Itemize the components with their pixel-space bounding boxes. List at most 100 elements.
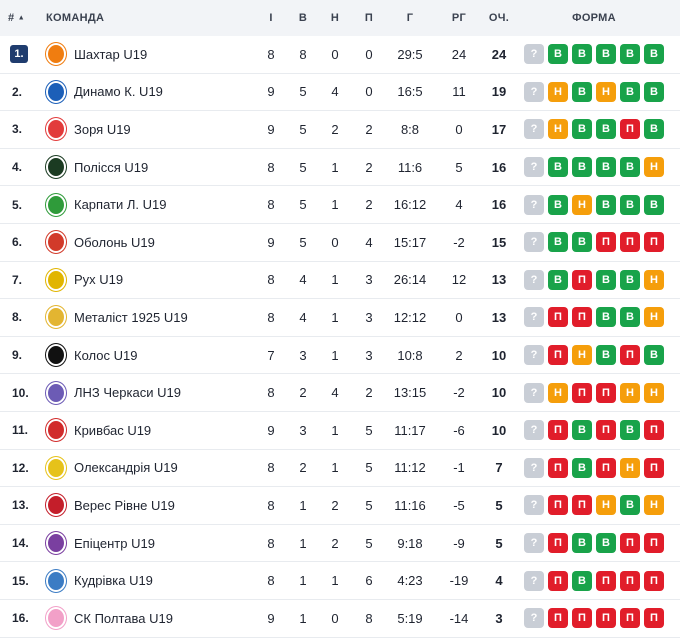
form-badge[interactable]: В bbox=[572, 81, 592, 102]
form-badge[interactable]: В bbox=[596, 44, 616, 65]
team-name-link[interactable]: Карпати Л. U19 bbox=[74, 197, 167, 213]
team-name-link[interactable]: СК Полтава U19 bbox=[74, 610, 173, 626]
rank-column-header[interactable]: # ▲ bbox=[8, 12, 26, 24]
form-badge[interactable]: П bbox=[596, 232, 616, 253]
form-badge[interactable]: Н bbox=[620, 382, 640, 403]
form-badge[interactable]: В bbox=[620, 81, 640, 102]
form-badge[interactable]: П bbox=[548, 457, 568, 478]
team-name-link[interactable]: Кривбас U19 bbox=[74, 422, 152, 438]
form-badge[interactable]: П bbox=[548, 570, 568, 591]
form-badge[interactable]: П bbox=[596, 457, 616, 478]
team-name-link[interactable]: Епіцентр U19 bbox=[74, 535, 155, 551]
table-row[interactable]: 16. СК Полтава U19 9 1 0 8 5:19 -14 3? П П П П П bbox=[0, 600, 680, 638]
table-row[interactable]: 15. Кудрівка U19 8 1 1 6 4:23 -19 4? П В П П П bbox=[0, 562, 680, 600]
next-match-badge[interactable]: ? bbox=[524, 44, 544, 65]
form-badge[interactable]: В bbox=[596, 307, 616, 328]
team-name-link[interactable]: Зоря U19 bbox=[74, 121, 131, 137]
form-badge[interactable]: В bbox=[620, 269, 640, 290]
form-badge[interactable]: Н bbox=[548, 382, 568, 403]
form-badge[interactable]: В bbox=[596, 119, 616, 140]
form-badge[interactable]: В bbox=[620, 307, 640, 328]
form-badge[interactable]: В bbox=[572, 119, 592, 140]
team-name-link[interactable]: Полісся U19 bbox=[74, 159, 149, 175]
form-badge[interactable]: П bbox=[644, 457, 664, 478]
form-badge[interactable]: В bbox=[572, 157, 592, 178]
form-badge[interactable]: В bbox=[596, 157, 616, 178]
form-badge[interactable]: В bbox=[572, 570, 592, 591]
table-row[interactable]: 13. Верес Рівне U19 8 1 2 5 11:16 -5 5? П П Н В Н bbox=[0, 487, 680, 525]
played-column-header[interactable]: І bbox=[269, 12, 273, 24]
team-name-link[interactable]: Рух U19 bbox=[74, 272, 124, 288]
form-badge[interactable]: П bbox=[596, 382, 616, 403]
form-badge[interactable]: В bbox=[548, 232, 568, 253]
form-badge[interactable]: П bbox=[572, 495, 592, 516]
form-badge[interactable]: Н bbox=[572, 194, 592, 215]
form-badge[interactable]: П bbox=[548, 307, 568, 328]
form-badge[interactable]: П bbox=[548, 533, 568, 554]
team-name-link[interactable]: ЛНЗ Черкаси U19 bbox=[74, 385, 181, 401]
form-badge[interactable]: П bbox=[620, 345, 640, 366]
form-badge[interactable]: В bbox=[644, 81, 664, 102]
form-badge[interactable]: Н bbox=[644, 495, 664, 516]
table-row[interactable]: 11. Кривбас U19 9 3 1 5 11:17 -6 10? П В П В П bbox=[0, 412, 680, 450]
form-badge[interactable]: В bbox=[620, 495, 640, 516]
form-badge[interactable]: П bbox=[596, 570, 616, 591]
form-badge[interactable]: В bbox=[620, 157, 640, 178]
form-badge[interactable]: П bbox=[596, 420, 616, 441]
team-name-link[interactable]: Колос U19 bbox=[74, 347, 138, 363]
team-name-link[interactable]: Металіст 1925 U19 bbox=[74, 309, 188, 325]
table-row[interactable]: 4. Полісся U19 8 5 1 2 11:6 5 16? В В В В Н bbox=[0, 149, 680, 187]
next-match-badge[interactable]: ? bbox=[524, 157, 544, 178]
next-match-badge[interactable]: ? bbox=[524, 232, 544, 253]
form-badge[interactable]: П bbox=[644, 608, 664, 629]
next-match-badge[interactable]: ? bbox=[524, 533, 544, 554]
form-badge[interactable]: Н bbox=[644, 382, 664, 403]
form-badge[interactable]: Н bbox=[644, 157, 664, 178]
table-row[interactable]: 7. Рух U19 8 4 1 3 26:14 12 13? В П В В Н bbox=[0, 262, 680, 300]
team-name-link[interactable]: Шахтар U19 bbox=[74, 46, 148, 62]
next-match-badge[interactable]: ? bbox=[524, 119, 544, 140]
form-badge[interactable]: Н bbox=[572, 345, 592, 366]
goal-diff-column-header[interactable]: РГ bbox=[451, 12, 467, 24]
form-badge[interactable]: В bbox=[596, 194, 616, 215]
team-name-link[interactable]: Кудрівка U19 bbox=[74, 573, 153, 589]
form-badge[interactable]: П bbox=[644, 420, 664, 441]
form-badge[interactable]: В bbox=[620, 194, 640, 215]
form-badge[interactable]: В bbox=[548, 44, 568, 65]
team-name-link[interactable]: Динамо К. U19 bbox=[74, 84, 163, 100]
next-match-badge[interactable]: ? bbox=[524, 307, 544, 328]
form-badge[interactable]: В bbox=[548, 269, 568, 290]
next-match-badge[interactable]: ? bbox=[524, 269, 544, 290]
team-column-header[interactable]: КОМАНДА bbox=[46, 12, 105, 24]
form-badge[interactable]: В bbox=[548, 157, 568, 178]
form-badge[interactable]: Н bbox=[596, 495, 616, 516]
form-badge[interactable]: В bbox=[620, 420, 640, 441]
form-badge[interactable]: В bbox=[548, 194, 568, 215]
drawn-column-header[interactable]: Н bbox=[330, 12, 340, 24]
form-badge[interactable]: В bbox=[572, 533, 592, 554]
form-badge[interactable]: В bbox=[644, 44, 664, 65]
table-row[interactable]: 14. Епіцентр U19 8 1 2 5 9:18 -9 5? П В В П П bbox=[0, 525, 680, 563]
form-badge[interactable]: В bbox=[596, 345, 616, 366]
team-name-link[interactable]: Верес Рівне U19 bbox=[74, 497, 175, 513]
table-row[interactable]: 8. Металіст 1925 U19 8 4 1 3 12:12 0 13? П П В В Н bbox=[0, 299, 680, 337]
team-name-link[interactable]: Оболонь U19 bbox=[74, 234, 155, 250]
form-badge[interactable]: В bbox=[572, 44, 592, 65]
form-badge[interactable]: П bbox=[572, 269, 592, 290]
form-badge[interactable]: В bbox=[572, 420, 592, 441]
form-badge[interactable]: П bbox=[572, 608, 592, 629]
next-match-badge[interactable]: ? bbox=[524, 570, 544, 591]
form-badge[interactable]: П bbox=[572, 382, 592, 403]
table-row[interactable]: 12. Олександрія U19 8 2 1 5 11:12 -1 7? П В П Н П bbox=[0, 450, 680, 488]
form-badge[interactable]: П bbox=[548, 495, 568, 516]
form-badge[interactable]: Н bbox=[596, 81, 616, 102]
form-badge[interactable]: Н bbox=[620, 457, 640, 478]
next-match-badge[interactable]: ? bbox=[524, 81, 544, 102]
form-badge[interactable]: П bbox=[644, 533, 664, 554]
goals-column-header[interactable]: Г bbox=[406, 12, 414, 24]
form-badge[interactable]: В bbox=[644, 345, 664, 366]
form-badge[interactable]: В bbox=[644, 119, 664, 140]
form-badge[interactable]: П bbox=[572, 307, 592, 328]
next-match-badge[interactable]: ? bbox=[524, 608, 544, 629]
form-badge[interactable]: Н bbox=[548, 81, 568, 102]
